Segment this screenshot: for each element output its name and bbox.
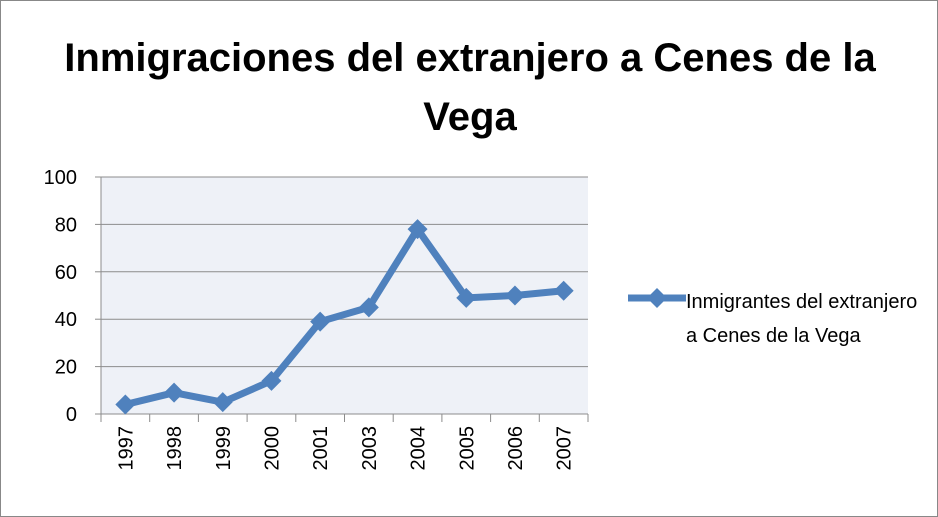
x-tick-label: 1997 bbox=[115, 426, 137, 471]
data-point bbox=[553, 280, 574, 301]
legend-marker bbox=[647, 288, 667, 308]
y-tick-label: 80 bbox=[55, 214, 77, 236]
x-tick-label: 1998 bbox=[164, 426, 186, 471]
y-tick-label: 60 bbox=[55, 262, 77, 284]
series-line bbox=[124, 225, 564, 408]
data-point bbox=[310, 311, 331, 332]
data-point bbox=[115, 394, 136, 415]
legend-label: Inmigrantes del extranjero a Cenes de la… bbox=[686, 291, 918, 347]
y-tick-label: 20 bbox=[55, 357, 77, 379]
data-point bbox=[407, 219, 428, 240]
data-point bbox=[164, 382, 185, 403]
y-tick-label: 40 bbox=[55, 309, 77, 331]
chart-title: Inmigraciones del extranjero a Cenes de … bbox=[64, 36, 876, 139]
data-point bbox=[358, 297, 379, 318]
x-tick-label: 2001 bbox=[310, 426, 332, 471]
y-tick-label: 0 bbox=[66, 404, 77, 426]
x-tick-label: 1999 bbox=[213, 426, 235, 471]
data-point bbox=[456, 287, 477, 308]
x-tick-label: 2006 bbox=[505, 426, 527, 471]
x-tick-label: 2003 bbox=[359, 426, 381, 471]
x-tick-label: 2000 bbox=[261, 426, 283, 471]
x-tick-label: 2007 bbox=[554, 426, 576, 471]
x-tick-label: 2004 bbox=[408, 426, 430, 471]
y-tick-label: 100 bbox=[44, 167, 77, 189]
data-point bbox=[261, 370, 282, 391]
data-point bbox=[212, 392, 233, 413]
x-tick-label: 2005 bbox=[456, 426, 478, 471]
data-point bbox=[504, 285, 525, 306]
